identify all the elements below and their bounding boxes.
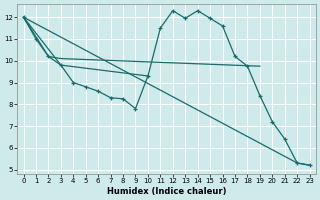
X-axis label: Humidex (Indice chaleur): Humidex (Indice chaleur) <box>107 187 226 196</box>
